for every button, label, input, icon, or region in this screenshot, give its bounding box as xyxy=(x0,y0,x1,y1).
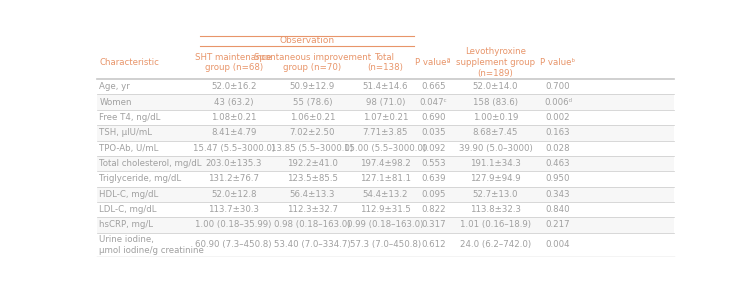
Text: 52.0±16.2: 52.0±16.2 xyxy=(211,82,256,91)
Text: 0.035: 0.035 xyxy=(421,128,446,137)
Text: 0.840: 0.840 xyxy=(546,205,570,214)
Text: 197.4±98.2: 197.4±98.2 xyxy=(360,159,411,168)
Text: 0.690: 0.690 xyxy=(421,113,445,122)
Text: 0.317: 0.317 xyxy=(421,221,446,229)
Text: 0.99 (0.18–163.0): 0.99 (0.18–163.0) xyxy=(347,221,423,229)
Text: 0.092: 0.092 xyxy=(421,144,445,153)
Text: TPO-Ab, U/mL: TPO-Ab, U/mL xyxy=(99,144,159,153)
Text: Triglyceride, mg/dL: Triglyceride, mg/dL xyxy=(99,175,181,184)
Text: 0.950: 0.950 xyxy=(546,175,570,184)
Text: 0.700: 0.700 xyxy=(546,82,570,91)
Bar xyxy=(97,95,674,110)
Text: 0.612: 0.612 xyxy=(421,240,446,249)
Text: 55 (78.6): 55 (78.6) xyxy=(293,98,332,107)
Text: 158 (83.6): 158 (83.6) xyxy=(473,98,518,107)
Text: 1.01 (0.16–18.9): 1.01 (0.16–18.9) xyxy=(460,221,531,229)
Text: 0.665: 0.665 xyxy=(421,82,446,91)
Text: 191.1±34.3: 191.1±34.3 xyxy=(470,159,521,168)
Text: 127.1±81.1: 127.1±81.1 xyxy=(360,175,411,184)
Text: 0.822: 0.822 xyxy=(421,205,446,214)
Text: 57.3 (7.0–450.8): 57.3 (7.0–450.8) xyxy=(350,240,421,249)
Text: 0.095: 0.095 xyxy=(421,190,445,199)
Text: 0.047ᶜ: 0.047ᶜ xyxy=(420,98,447,107)
Text: Characteristic: Characteristic xyxy=(99,58,159,67)
Text: 1.08±0.21: 1.08±0.21 xyxy=(211,113,256,122)
Text: 52.0±12.8: 52.0±12.8 xyxy=(211,190,256,199)
Text: 0.463: 0.463 xyxy=(546,159,570,168)
Text: 0.006ᵈ: 0.006ᵈ xyxy=(544,98,572,107)
Text: 1.00±0.19: 1.00±0.19 xyxy=(473,113,518,122)
Text: 203.0±135.3: 203.0±135.3 xyxy=(205,159,262,168)
Text: 0.028: 0.028 xyxy=(546,144,570,153)
Text: 52.0±14.0: 52.0±14.0 xyxy=(473,82,518,91)
Text: 0.639: 0.639 xyxy=(421,175,445,184)
Text: 43 (63.2): 43 (63.2) xyxy=(214,98,253,107)
Text: 0.98 (0.18–163.0): 0.98 (0.18–163.0) xyxy=(274,221,350,229)
Bar xyxy=(97,110,674,125)
Text: 113.8±32.3: 113.8±32.3 xyxy=(470,205,521,214)
Text: 51.4±14.6: 51.4±14.6 xyxy=(362,82,408,91)
Text: 112.9±31.5: 112.9±31.5 xyxy=(360,205,411,214)
Bar xyxy=(97,140,674,156)
Text: Levothyroxine
supplement group
(n=189): Levothyroxine supplement group (n=189) xyxy=(456,47,535,78)
Text: 1.07±0.21: 1.07±0.21 xyxy=(362,113,408,122)
Text: TSH, μIU/mL: TSH, μIU/mL xyxy=(99,128,152,137)
Text: 8.41±4.79: 8.41±4.79 xyxy=(211,128,256,137)
Text: 13.85 (5.5–3000.0): 13.85 (5.5–3000.0) xyxy=(271,144,353,153)
Text: Age, yr: Age, yr xyxy=(99,82,130,91)
Text: 54.4±13.2: 54.4±13.2 xyxy=(362,190,408,199)
Text: 0.343: 0.343 xyxy=(546,190,570,199)
Text: HDL-C, mg/dL: HDL-C, mg/dL xyxy=(99,190,159,199)
Text: 98 (71.0): 98 (71.0) xyxy=(365,98,405,107)
Bar xyxy=(97,217,674,233)
Text: 0.004: 0.004 xyxy=(546,240,570,249)
Text: 112.3±32.7: 112.3±32.7 xyxy=(287,205,338,214)
Text: Total
(n=138): Total (n=138) xyxy=(368,53,403,73)
Text: 192.2±41.0: 192.2±41.0 xyxy=(287,159,338,168)
Bar xyxy=(97,156,674,171)
Bar xyxy=(97,125,674,140)
Text: Observation: Observation xyxy=(279,36,334,45)
Text: SHT maintenance
group (n=68): SHT maintenance group (n=68) xyxy=(196,53,272,73)
Text: P valueᵇ: P valueᵇ xyxy=(541,58,575,67)
Bar xyxy=(97,202,674,217)
Text: Urine iodine,
μmol iodine/g creatinine: Urine iodine, μmol iodine/g creatinine xyxy=(99,235,204,255)
Text: 1.00 (0.18–35.99): 1.00 (0.18–35.99) xyxy=(196,221,271,229)
Text: hsCRP, mg/L: hsCRP, mg/L xyxy=(99,221,153,229)
Text: 15.00 (5.5–3000.0): 15.00 (5.5–3000.0) xyxy=(344,144,426,153)
Text: 52.7±13.0: 52.7±13.0 xyxy=(473,190,518,199)
Text: 113.7±30.3: 113.7±30.3 xyxy=(208,205,259,214)
Bar xyxy=(97,187,674,202)
Text: 123.5±85.5: 123.5±85.5 xyxy=(287,175,338,184)
Text: 0.553: 0.553 xyxy=(421,159,446,168)
Text: Total cholesterol, mg/dL: Total cholesterol, mg/dL xyxy=(99,159,202,168)
Text: 53.40 (7.0–334.7): 53.40 (7.0–334.7) xyxy=(274,240,350,249)
Text: 8.68±7.45: 8.68±7.45 xyxy=(473,128,518,137)
Bar xyxy=(97,171,674,187)
Text: 56.4±13.3: 56.4±13.3 xyxy=(290,190,335,199)
Text: Women: Women xyxy=(99,98,132,107)
Text: 39.90 (5.0–3000): 39.90 (5.0–3000) xyxy=(459,144,532,153)
Text: Spontaneous improvement
group (n=70): Spontaneous improvement group (n=70) xyxy=(254,53,371,73)
Text: 24.0 (6.2–742.0): 24.0 (6.2–742.0) xyxy=(460,240,531,249)
Text: Free T4, ng/dL: Free T4, ng/dL xyxy=(99,113,161,122)
Text: 0.002: 0.002 xyxy=(546,113,570,122)
Text: 127.9±94.9: 127.9±94.9 xyxy=(470,175,521,184)
Text: 0.217: 0.217 xyxy=(546,221,570,229)
Text: 50.9±12.9: 50.9±12.9 xyxy=(290,82,335,91)
Text: 7.71±3.85: 7.71±3.85 xyxy=(362,128,408,137)
Text: 7.02±2.50: 7.02±2.50 xyxy=(290,128,335,137)
Text: LDL-C, mg/dL: LDL-C, mg/dL xyxy=(99,205,156,214)
Bar xyxy=(97,79,674,95)
Text: P valueª: P valueª xyxy=(415,58,451,67)
Text: 131.2±76.7: 131.2±76.7 xyxy=(208,175,259,184)
Text: 60.90 (7.3–450.8): 60.90 (7.3–450.8) xyxy=(196,240,272,249)
Text: 0.163: 0.163 xyxy=(546,128,570,137)
Text: 1.06±0.21: 1.06±0.21 xyxy=(290,113,335,122)
Text: 15.47 (5.5–3000.0): 15.47 (5.5–3000.0) xyxy=(193,144,274,153)
